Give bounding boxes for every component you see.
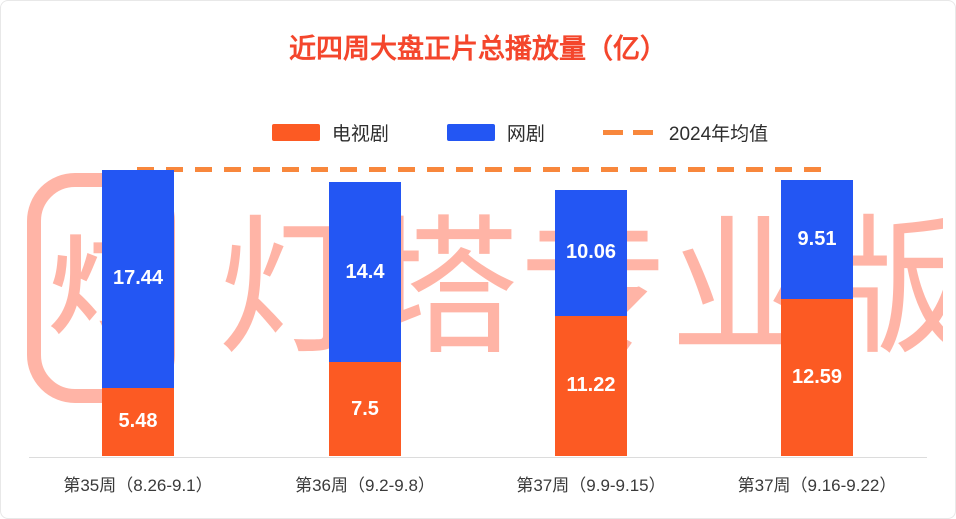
segment-value-label: 10.06 (565, 241, 617, 264)
segment-value-label: 7.5 (351, 397, 379, 420)
segment-value-label: 14.4 (345, 260, 385, 283)
segment-value-label: 12.59 (791, 365, 843, 388)
legend-label-tv-series: 电视剧 (331, 124, 389, 145)
x-axis-label: 第36周（9.2-9.8） (295, 476, 435, 495)
legend-label-average: 2024年均值 (668, 124, 769, 145)
tv-series-swatch-icon (271, 124, 320, 141)
segment-value-label: 11.22 (566, 374, 616, 397)
legend-label-web-series: 网剧 (506, 124, 545, 145)
tv-series-segment: 5.48 (102, 387, 174, 456)
legend: 电视剧 网剧 2024年均值 (43, 119, 955, 146)
x-axis-label: 第37周（9.16-9.22） (737, 476, 897, 495)
stacked-bar: 14.4 7.5 (329, 182, 401, 456)
tv-series-segment: 7.5 (329, 362, 401, 456)
web-series-segment: 17.44 (102, 169, 174, 388)
segment-value-label: 9.51 (797, 227, 837, 250)
average-reference-line (137, 166, 821, 172)
chart-title: 近四周大盘正片总播放量（亿） (289, 34, 667, 64)
legend-item-tv-series[interactable]: 电视剧 (271, 119, 389, 146)
web-series-segment: 9.51 (781, 179, 853, 299)
segment-value-label: 5.48 (118, 410, 158, 433)
stacked-bar: 17.44 5.48 (102, 169, 174, 456)
tv-series-segment: 12.59 (781, 298, 853, 456)
segment-value-label: 17.44 (112, 267, 164, 289)
stacked-bar: 9.51 12.59 (781, 179, 853, 456)
x-axis-label: 第35周（8.26-9.1） (63, 476, 213, 495)
legend-item-web-series[interactable]: 网剧 (446, 119, 545, 146)
x-axis-line (29, 457, 927, 458)
web-series-segment: 10.06 (555, 190, 627, 316)
web-series-segment: 14.4 (329, 182, 401, 363)
tv-series-segment: 11.22 (555, 315, 627, 456)
stacked-bar: 10.06 11.22 (555, 190, 627, 456)
legend-item-average[interactable]: 2024年均值 (602, 119, 769, 146)
average-line-swatch-icon (602, 130, 657, 135)
web-series-swatch-icon (446, 124, 495, 141)
x-axis-label: 第37周（9.9-9.15） (516, 476, 666, 495)
